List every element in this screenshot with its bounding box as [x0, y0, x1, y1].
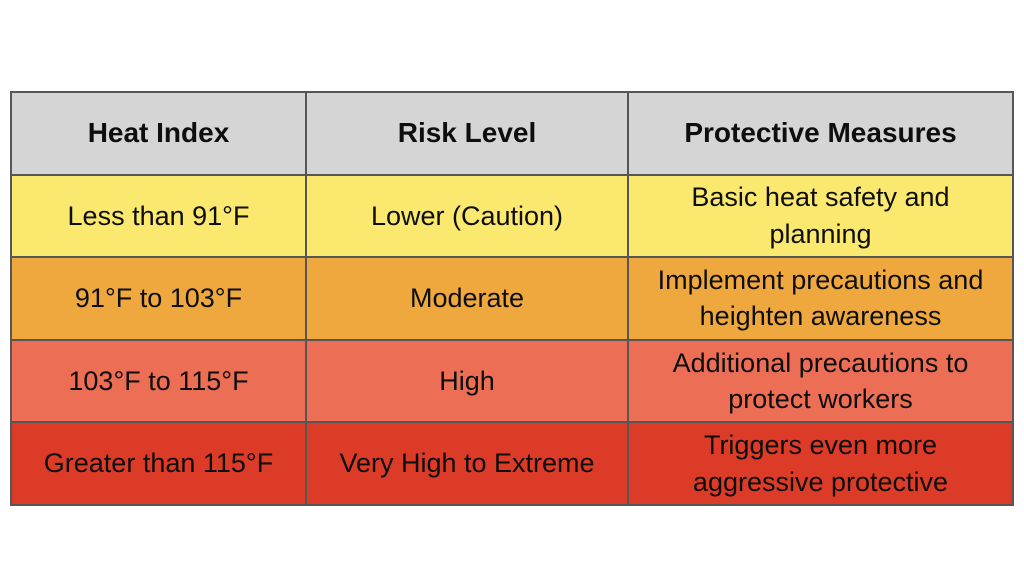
cell-risk-level-row-1: Moderate [306, 257, 628, 340]
header-cell-heat-index: Heat Index [11, 92, 306, 175]
cell-risk-level-row-2: High [306, 339, 628, 423]
cell-risk-level-row-3: Very High to Extreme [306, 422, 628, 505]
cell-heat-index-row-0: Less than 91°F [11, 174, 306, 258]
cell-heat-index-row-3: Greater than 115°F [11, 422, 306, 505]
header-cell-protective-measures: Protective Measures [628, 92, 1013, 175]
cell-risk-level-row-0: Lower (Caution) [306, 174, 628, 258]
header-cell-risk-level: Risk Level [306, 92, 628, 175]
cell-protective-measures-row-3: Triggers even more aggressive protective [628, 422, 1013, 505]
cell-protective-measures-row-1: Implement precautions and heighten aware… [628, 257, 1013, 340]
cell-protective-measures-row-2: Additional precautions to protect worker… [628, 339, 1013, 423]
heat-index-risk-table: Heat Index Risk Level Protective Measure… [10, 91, 1014, 506]
cell-protective-measures-row-0: Basic heat safety and planning [628, 174, 1013, 258]
cell-heat-index-row-2: 103°F to 115°F [11, 339, 306, 423]
cell-heat-index-row-1: 91°F to 103°F [11, 257, 306, 340]
